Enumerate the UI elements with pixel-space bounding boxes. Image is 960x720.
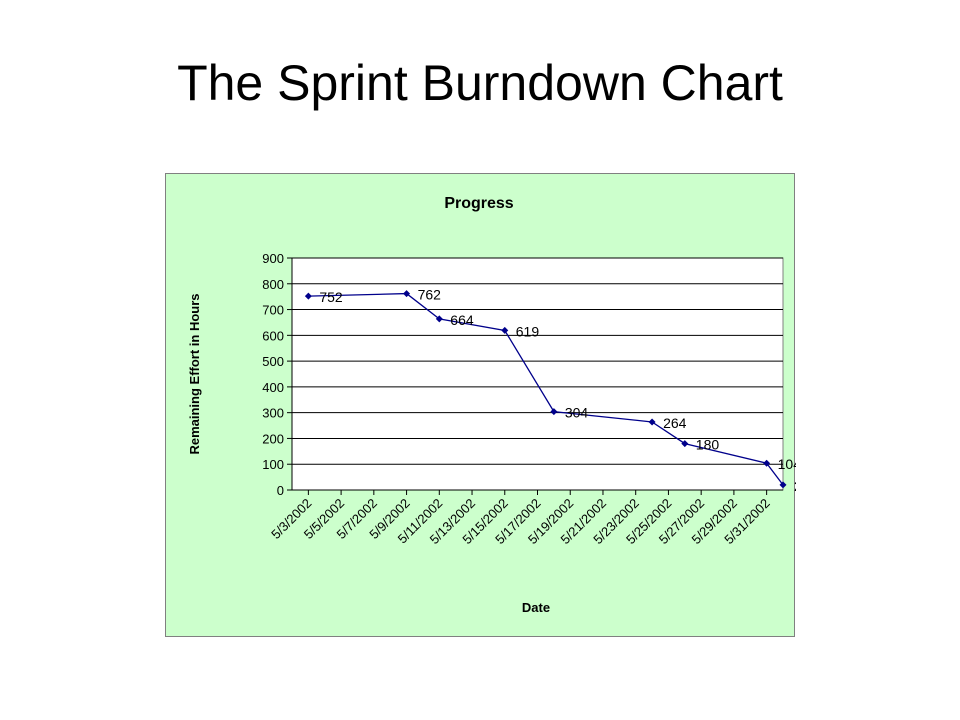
- y-tick-label: 800: [262, 277, 284, 292]
- y-tick-label: 300: [262, 406, 284, 421]
- data-point: [763, 459, 771, 467]
- data-point: [435, 315, 443, 323]
- x-axis-title: Date: [522, 600, 550, 615]
- y-tick-label: 500: [262, 354, 284, 369]
- data-label: 664: [450, 312, 474, 328]
- data-label: 304: [565, 405, 589, 421]
- y-tick-label: 400: [262, 380, 284, 395]
- chart-area: Progress 0 100 200 300 400 500 600 700 800 900 5/3…: [165, 173, 796, 637]
- data-point: [550, 408, 558, 416]
- data-label: 20: [794, 478, 796, 494]
- data-label: 619: [516, 323, 540, 339]
- data-point: [779, 481, 787, 489]
- plot-area: [291, 257, 784, 491]
- chart-title: Progress: [444, 195, 513, 212]
- y-axis-title: Remaining Effort in Hours: [187, 293, 202, 454]
- data-point: [403, 290, 411, 298]
- y-tick-label: 200: [262, 431, 284, 446]
- data-point: [501, 326, 509, 334]
- y-tick-label: 600: [262, 328, 284, 343]
- y-tick-label: 0: [277, 483, 284, 498]
- y-tick-label: 100: [262, 457, 284, 472]
- data-label: 180: [696, 437, 720, 453]
- data-label: 264: [663, 415, 687, 431]
- y-tick-label: 700: [262, 303, 284, 318]
- data-label: 762: [418, 287, 442, 303]
- data-point: [648, 418, 656, 426]
- data-point: [681, 440, 689, 448]
- y-tick-label: 900: [262, 251, 284, 266]
- burndown-chart: Progress 01002003004005006007008009005/3…: [187, 195, 796, 615]
- slide-title: The Sprint Burndown Chart: [177, 55, 783, 111]
- data-point: [304, 292, 312, 300]
- data-label: 752: [319, 289, 343, 305]
- data-label: 104: [778, 456, 796, 472]
